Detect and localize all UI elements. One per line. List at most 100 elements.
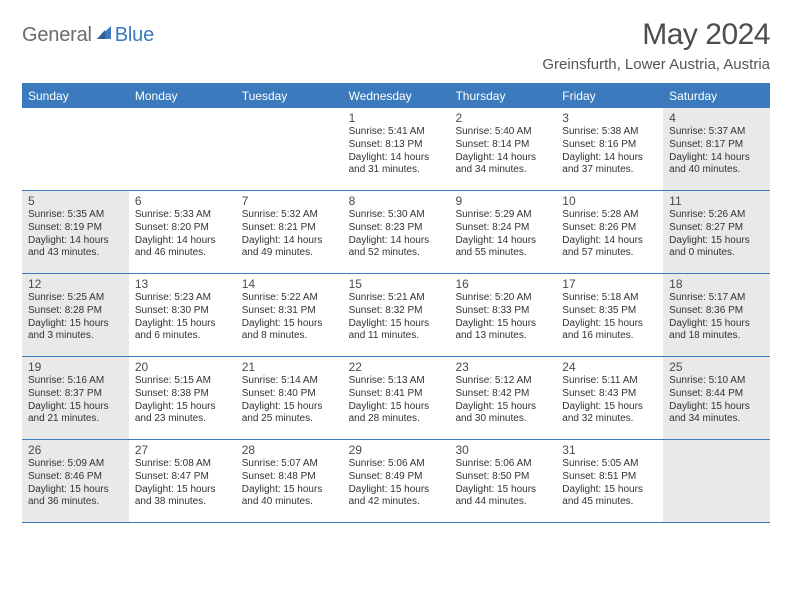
daylight-text: Daylight: 15 hours and 36 minutes.	[28, 484, 125, 510]
sunset-text: Sunset: 8:49 PM	[349, 471, 446, 484]
week-row: 12Sunrise: 5:25 AMSunset: 8:28 PMDayligh…	[22, 274, 770, 357]
sunrise-text: Sunrise: 5:14 AM	[242, 375, 339, 388]
day-number: 10	[562, 194, 659, 208]
sunset-text: Sunset: 8:51 PM	[562, 471, 659, 484]
day-info: Sunrise: 5:26 AMSunset: 8:27 PMDaylight:…	[669, 209, 766, 260]
day-cell: 4Sunrise: 5:37 AMSunset: 8:17 PMDaylight…	[663, 108, 770, 190]
day-cell	[236, 108, 343, 190]
day-number: 21	[242, 360, 339, 374]
day-cell: 11Sunrise: 5:26 AMSunset: 8:27 PMDayligh…	[663, 191, 770, 273]
day-number: 14	[242, 277, 339, 291]
day-cell: 27Sunrise: 5:08 AMSunset: 8:47 PMDayligh…	[129, 440, 236, 522]
daylight-text: Daylight: 15 hours and 34 minutes.	[669, 401, 766, 427]
day-info: Sunrise: 5:41 AMSunset: 8:13 PMDaylight:…	[349, 126, 446, 177]
sunrise-text: Sunrise: 5:06 AM	[349, 458, 446, 471]
day-number: 11	[669, 194, 766, 208]
sunrise-text: Sunrise: 5:33 AM	[135, 209, 232, 222]
sunrise-text: Sunrise: 5:12 AM	[455, 375, 552, 388]
day-number: 7	[242, 194, 339, 208]
day-info: Sunrise: 5:28 AMSunset: 8:26 PMDaylight:…	[562, 209, 659, 260]
daylight-text: Daylight: 14 hours and 34 minutes.	[455, 152, 552, 178]
sunrise-text: Sunrise: 5:26 AM	[669, 209, 766, 222]
day-header: Wednesday	[343, 85, 450, 108]
sunrise-text: Sunrise: 5:07 AM	[242, 458, 339, 471]
day-number: 17	[562, 277, 659, 291]
day-number: 13	[135, 277, 232, 291]
day-cell: 24Sunrise: 5:11 AMSunset: 8:43 PMDayligh…	[556, 357, 663, 439]
sunset-text: Sunset: 8:16 PM	[562, 139, 659, 152]
day-number: 3	[562, 111, 659, 125]
daylight-text: Daylight: 14 hours and 40 minutes.	[669, 152, 766, 178]
sunset-text: Sunset: 8:19 PM	[28, 222, 125, 235]
month-title: May 2024	[542, 18, 770, 52]
sunrise-text: Sunrise: 5:21 AM	[349, 292, 446, 305]
title-block: May 2024 Greinsfurth, Lower Austria, Aus…	[542, 18, 770, 73]
sunrise-text: Sunrise: 5:37 AM	[669, 126, 766, 139]
day-cell: 14Sunrise: 5:22 AMSunset: 8:31 PMDayligh…	[236, 274, 343, 356]
sunset-text: Sunset: 8:23 PM	[349, 222, 446, 235]
day-info: Sunrise: 5:07 AMSunset: 8:48 PMDaylight:…	[242, 458, 339, 509]
day-cell: 9Sunrise: 5:29 AMSunset: 8:24 PMDaylight…	[449, 191, 556, 273]
day-cell: 22Sunrise: 5:13 AMSunset: 8:41 PMDayligh…	[343, 357, 450, 439]
sunrise-text: Sunrise: 5:22 AM	[242, 292, 339, 305]
day-number: 4	[669, 111, 766, 125]
day-info: Sunrise: 5:08 AMSunset: 8:47 PMDaylight:…	[135, 458, 232, 509]
daylight-text: Daylight: 15 hours and 45 minutes.	[562, 484, 659, 510]
day-cell: 16Sunrise: 5:20 AMSunset: 8:33 PMDayligh…	[449, 274, 556, 356]
day-number: 16	[455, 277, 552, 291]
day-header: Saturday	[663, 85, 770, 108]
sunset-text: Sunset: 8:17 PM	[669, 139, 766, 152]
daylight-text: Daylight: 15 hours and 42 minutes.	[349, 484, 446, 510]
day-number: 27	[135, 443, 232, 457]
daylight-text: Daylight: 15 hours and 6 minutes.	[135, 318, 232, 344]
day-info: Sunrise: 5:14 AMSunset: 8:40 PMDaylight:…	[242, 375, 339, 426]
daylight-text: Daylight: 14 hours and 57 minutes.	[562, 235, 659, 261]
calendar-grid: SundayMondayTuesdayWednesdayThursdayFrid…	[22, 83, 770, 523]
day-cell: 13Sunrise: 5:23 AMSunset: 8:30 PMDayligh…	[129, 274, 236, 356]
sunrise-text: Sunrise: 5:10 AM	[669, 375, 766, 388]
day-header: Sunday	[22, 85, 129, 108]
daylight-text: Daylight: 15 hours and 25 minutes.	[242, 401, 339, 427]
day-number: 18	[669, 277, 766, 291]
day-headers-row: SundayMondayTuesdayWednesdayThursdayFrid…	[22, 85, 770, 108]
day-info: Sunrise: 5:22 AMSunset: 8:31 PMDaylight:…	[242, 292, 339, 343]
day-number: 20	[135, 360, 232, 374]
daylight-text: Daylight: 14 hours and 49 minutes.	[242, 235, 339, 261]
day-number: 9	[455, 194, 552, 208]
calendar-page: General Blue May 2024 Greinsfurth, Lower…	[0, 0, 792, 523]
day-info: Sunrise: 5:12 AMSunset: 8:42 PMDaylight:…	[455, 375, 552, 426]
daylight-text: Daylight: 14 hours and 46 minutes.	[135, 235, 232, 261]
daylight-text: Daylight: 15 hours and 38 minutes.	[135, 484, 232, 510]
sunset-text: Sunset: 8:14 PM	[455, 139, 552, 152]
day-number: 24	[562, 360, 659, 374]
sunrise-text: Sunrise: 5:15 AM	[135, 375, 232, 388]
day-info: Sunrise: 5:37 AMSunset: 8:17 PMDaylight:…	[669, 126, 766, 177]
daylight-text: Daylight: 15 hours and 8 minutes.	[242, 318, 339, 344]
sunrise-text: Sunrise: 5:28 AM	[562, 209, 659, 222]
sunrise-text: Sunrise: 5:18 AM	[562, 292, 659, 305]
logo-text-blue: Blue	[115, 24, 154, 47]
day-cell: 17Sunrise: 5:18 AMSunset: 8:35 PMDayligh…	[556, 274, 663, 356]
day-info: Sunrise: 5:06 AMSunset: 8:50 PMDaylight:…	[455, 458, 552, 509]
sunset-text: Sunset: 8:35 PM	[562, 305, 659, 318]
day-number: 2	[455, 111, 552, 125]
header-row: General Blue May 2024 Greinsfurth, Lower…	[22, 18, 770, 73]
sunrise-text: Sunrise: 5:16 AM	[28, 375, 125, 388]
logo: General Blue	[22, 18, 154, 47]
sunrise-text: Sunrise: 5:41 AM	[349, 126, 446, 139]
day-cell	[129, 108, 236, 190]
day-info: Sunrise: 5:13 AMSunset: 8:41 PMDaylight:…	[349, 375, 446, 426]
day-number: 19	[28, 360, 125, 374]
sunset-text: Sunset: 8:20 PM	[135, 222, 232, 235]
day-cell: 1Sunrise: 5:41 AMSunset: 8:13 PMDaylight…	[343, 108, 450, 190]
day-info: Sunrise: 5:06 AMSunset: 8:49 PMDaylight:…	[349, 458, 446, 509]
daylight-text: Daylight: 14 hours and 37 minutes.	[562, 152, 659, 178]
sunrise-text: Sunrise: 5:08 AM	[135, 458, 232, 471]
day-number: 15	[349, 277, 446, 291]
day-info: Sunrise: 5:11 AMSunset: 8:43 PMDaylight:…	[562, 375, 659, 426]
day-header: Tuesday	[236, 85, 343, 108]
sunrise-text: Sunrise: 5:06 AM	[455, 458, 552, 471]
day-cell: 3Sunrise: 5:38 AMSunset: 8:16 PMDaylight…	[556, 108, 663, 190]
sunrise-text: Sunrise: 5:05 AM	[562, 458, 659, 471]
day-cell: 31Sunrise: 5:05 AMSunset: 8:51 PMDayligh…	[556, 440, 663, 522]
